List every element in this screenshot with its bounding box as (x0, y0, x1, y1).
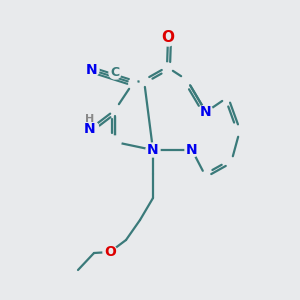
Text: O: O (104, 245, 116, 259)
Circle shape (199, 105, 213, 119)
Circle shape (129, 79, 137, 87)
Circle shape (140, 76, 148, 84)
Circle shape (185, 143, 199, 157)
Circle shape (146, 143, 160, 157)
Circle shape (109, 67, 121, 79)
Circle shape (109, 136, 121, 148)
Text: C: C (110, 67, 120, 80)
Text: N: N (186, 143, 198, 157)
Circle shape (111, 106, 119, 114)
Circle shape (160, 30, 176, 46)
Circle shape (85, 63, 99, 77)
Text: N: N (147, 143, 159, 157)
Text: N: N (86, 63, 98, 77)
Circle shape (163, 63, 171, 71)
Text: H: H (85, 114, 94, 124)
Text: O: O (161, 31, 175, 46)
Circle shape (81, 120, 99, 138)
Circle shape (202, 173, 210, 181)
Circle shape (103, 245, 117, 259)
Circle shape (183, 76, 191, 84)
Text: N: N (84, 122, 96, 136)
Text: N: N (200, 105, 212, 119)
